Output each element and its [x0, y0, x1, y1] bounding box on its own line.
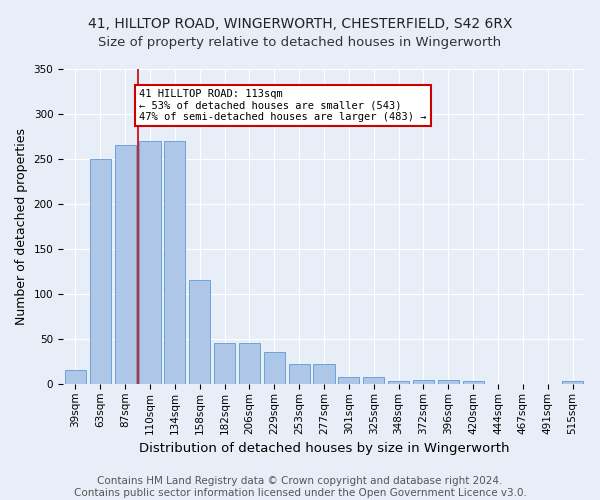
- Bar: [338, 376, 359, 384]
- Bar: [239, 344, 260, 384]
- Bar: [313, 364, 335, 384]
- Bar: [413, 380, 434, 384]
- Y-axis label: Number of detached properties: Number of detached properties: [15, 128, 28, 325]
- Bar: [115, 146, 136, 384]
- Bar: [65, 370, 86, 384]
- Bar: [463, 381, 484, 384]
- Bar: [388, 381, 409, 384]
- Bar: [164, 141, 185, 384]
- Bar: [264, 352, 285, 384]
- Text: Contains HM Land Registry data © Crown copyright and database right 2024.
Contai: Contains HM Land Registry data © Crown c…: [74, 476, 526, 498]
- Text: Size of property relative to detached houses in Wingerworth: Size of property relative to detached ho…: [98, 36, 502, 49]
- Bar: [214, 344, 235, 384]
- Bar: [438, 380, 459, 384]
- Text: 41 HILLTOP ROAD: 113sqm
← 53% of detached houses are smaller (543)
47% of semi-d: 41 HILLTOP ROAD: 113sqm ← 53% of detache…: [139, 89, 427, 122]
- Text: 41, HILLTOP ROAD, WINGERWORTH, CHESTERFIELD, S42 6RX: 41, HILLTOP ROAD, WINGERWORTH, CHESTERFI…: [88, 18, 512, 32]
- Bar: [363, 376, 384, 384]
- Bar: [289, 364, 310, 384]
- X-axis label: Distribution of detached houses by size in Wingerworth: Distribution of detached houses by size …: [139, 442, 509, 455]
- Bar: [90, 159, 111, 384]
- Bar: [139, 141, 161, 384]
- Bar: [562, 381, 583, 384]
- Bar: [189, 280, 210, 384]
